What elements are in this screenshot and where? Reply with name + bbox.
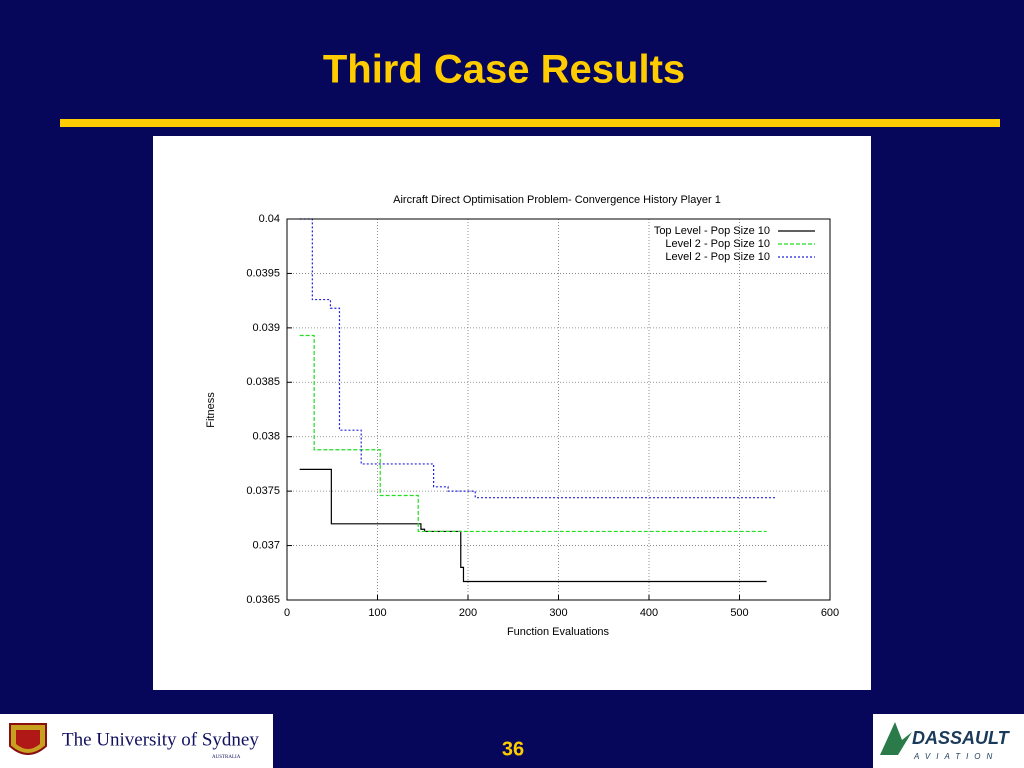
university-name: The University of Sydney xyxy=(62,729,259,750)
plot-area: 0.0365 0.037 0.0375 0.038 0.0385 0.039 0.0395 0… xyxy=(246,213,839,619)
dassault-sub: AVIATION xyxy=(913,752,998,761)
crest xyxy=(9,723,47,755)
x-tick-label: 200 xyxy=(459,607,477,619)
chart-title: Aircraft Direct Optimisation Problem- Co… xyxy=(393,194,721,206)
x-tick-label: 500 xyxy=(730,607,748,619)
y-tick-label: 0.0375 xyxy=(246,485,280,497)
dassault-name: DASSAULT xyxy=(912,728,1011,748)
series-line xyxy=(299,334,767,533)
legend-label: Level 2 - Pop Size 10 xyxy=(665,238,770,250)
series-line xyxy=(299,218,776,499)
slide-title: Third Case Results xyxy=(323,48,685,92)
x-tick-label: 400 xyxy=(640,607,658,619)
y-tick-label: 0.038 xyxy=(252,431,280,443)
y-tick-label: 0.0385 xyxy=(246,376,280,388)
y-tick-label: 0.039 xyxy=(252,322,280,334)
x-tick-label: 100 xyxy=(368,607,386,619)
x-tick-label: 600 xyxy=(821,607,839,619)
legend-label: Top Level - Pop Size 10 xyxy=(654,225,770,237)
chart-panel xyxy=(153,136,871,690)
y-axis-label: Fitness xyxy=(205,392,217,428)
dassault-emblem xyxy=(880,722,912,755)
plot-frame xyxy=(286,218,831,601)
title-rule xyxy=(60,119,1000,127)
x-tick-label: 0 xyxy=(284,607,290,619)
x-axis-label: Function Evaluations xyxy=(507,626,610,638)
series-line xyxy=(299,468,767,583)
page-number: 36 xyxy=(502,738,524,760)
university-country: AUSTRALIA xyxy=(212,755,241,760)
legend-label: Level 2 - Pop Size 10 xyxy=(665,251,770,263)
y-tick-label: 0.04 xyxy=(259,213,280,225)
y-tick-label: 0.037 xyxy=(252,539,280,551)
y-tick-label: 0.0365 xyxy=(246,594,280,606)
y-tick-label: 0.0395 xyxy=(246,267,280,279)
x-tick-label: 300 xyxy=(549,607,567,619)
